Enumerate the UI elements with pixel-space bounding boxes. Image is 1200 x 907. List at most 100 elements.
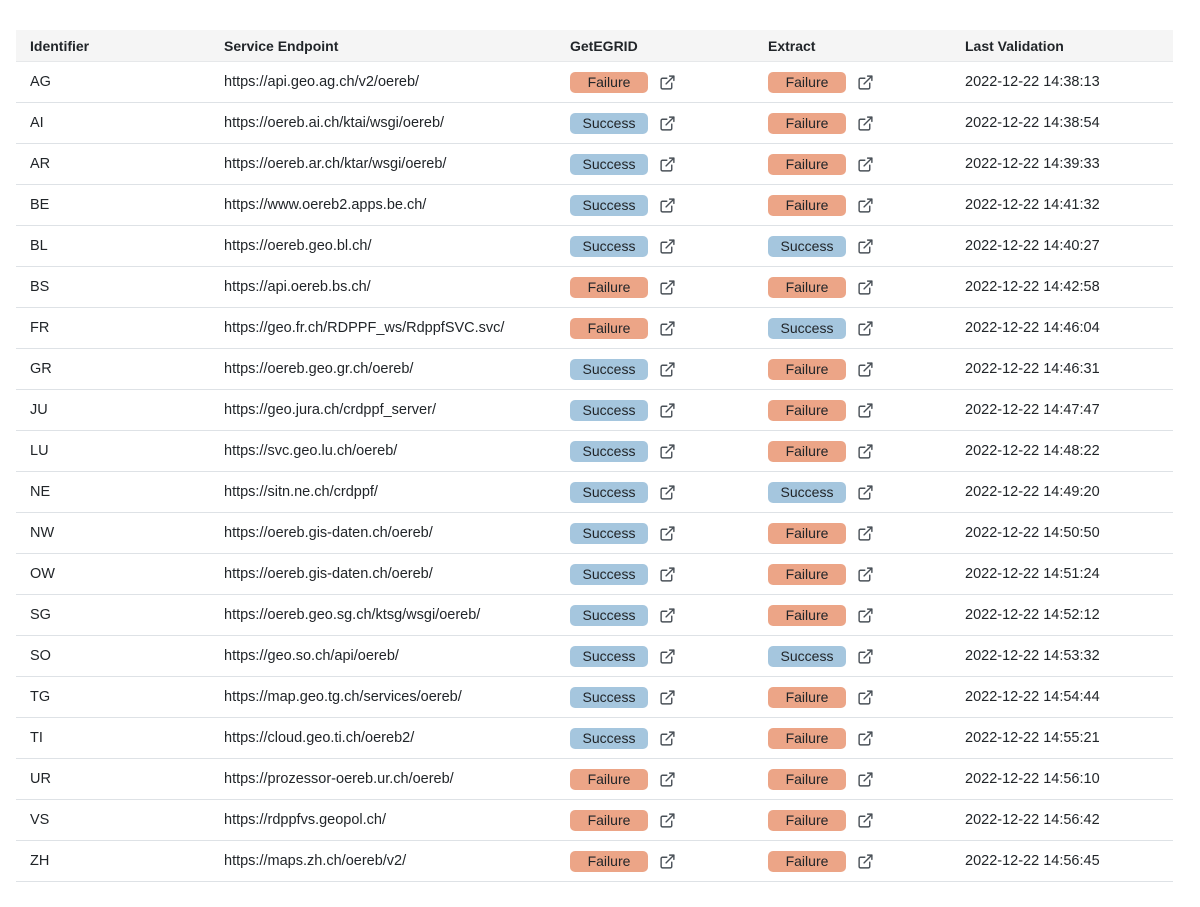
external-link-icon xyxy=(858,115,873,131)
last-validation-cell: 2022-12-22 14:53:32 xyxy=(951,635,1173,677)
getegrid-external-link[interactable] xyxy=(659,320,676,337)
getegrid-status-badge: Failure xyxy=(570,276,648,298)
table-row: BE https://www.oereb2.apps.be.ch/ Succes… xyxy=(16,184,1173,226)
extract-external-link[interactable] xyxy=(857,320,874,337)
getegrid-cell: Success xyxy=(556,635,754,677)
column-header-getegrid: GetEGRID xyxy=(556,30,754,62)
extract-status-badge: Failure xyxy=(768,809,846,831)
extract-cell: Failure xyxy=(754,676,951,718)
table-row: JU https://geo.jura.ch/crdppf_server/ Su… xyxy=(16,389,1173,431)
extract-external-link[interactable] xyxy=(857,607,874,624)
extract-external-link[interactable] xyxy=(857,402,874,419)
identifier-cell: TI xyxy=(16,717,210,759)
table-header: Identifier Service Endpoint GetEGRID Ext… xyxy=(16,30,1173,62)
service-endpoint-cell: https://oereb.ar.ch/ktar/wsgi/oereb/ xyxy=(210,143,556,185)
extract-cell: Failure xyxy=(754,512,951,554)
getegrid-external-link[interactable] xyxy=(659,525,676,542)
identifier-cell: NW xyxy=(16,512,210,554)
extract-status-badge: Failure xyxy=(768,440,846,462)
extract-status-badge: Success xyxy=(768,317,846,339)
external-link-icon xyxy=(660,197,675,213)
getegrid-cell: Success xyxy=(556,102,754,144)
getegrid-external-link[interactable] xyxy=(659,730,676,747)
getegrid-cell: Success xyxy=(556,430,754,472)
identifier-cell: GR xyxy=(16,348,210,390)
getegrid-external-link[interactable] xyxy=(659,402,676,419)
extract-cell: Failure xyxy=(754,594,951,636)
getegrid-status-badge: Success xyxy=(570,112,648,134)
service-endpoint-cell: https://oereb.ai.ch/ktai/wsgi/oereb/ xyxy=(210,102,556,144)
table-row: TI https://cloud.geo.ti.ch/oereb2/ Succe… xyxy=(16,717,1173,759)
getegrid-external-link[interactable] xyxy=(659,771,676,788)
extract-status-badge: Success xyxy=(768,481,846,503)
table-row: SO https://geo.so.ch/api/oereb/ Success … xyxy=(16,635,1173,677)
extract-external-link[interactable] xyxy=(857,74,874,91)
table-row: AG https://api.geo.ag.ch/v2/oereb/ Failu… xyxy=(16,61,1173,103)
extract-external-link[interactable] xyxy=(857,812,874,829)
getegrid-external-link[interactable] xyxy=(659,443,676,460)
extract-external-link[interactable] xyxy=(857,115,874,132)
table-row: SG https://oereb.geo.sg.ch/ktsg/wsgi/oer… xyxy=(16,594,1173,636)
getegrid-status-badge: Success xyxy=(570,358,648,380)
service-endpoint-cell: https://geo.jura.ch/crdppf_server/ xyxy=(210,389,556,431)
extract-external-link[interactable] xyxy=(857,156,874,173)
extract-external-link[interactable] xyxy=(857,197,874,214)
external-link-icon xyxy=(858,689,873,705)
getegrid-status-badge: Success xyxy=(570,686,648,708)
extract-external-link[interactable] xyxy=(857,566,874,583)
getegrid-external-link[interactable] xyxy=(659,689,676,706)
extract-external-link[interactable] xyxy=(857,730,874,747)
extract-external-link[interactable] xyxy=(857,648,874,665)
getegrid-external-link[interactable] xyxy=(659,74,676,91)
extract-external-link[interactable] xyxy=(857,279,874,296)
extract-external-link[interactable] xyxy=(857,689,874,706)
getegrid-external-link[interactable] xyxy=(659,361,676,378)
extract-external-link[interactable] xyxy=(857,238,874,255)
extract-external-link[interactable] xyxy=(857,771,874,788)
extract-external-link[interactable] xyxy=(857,361,874,378)
identifier-cell: OW xyxy=(16,553,210,595)
getegrid-external-link[interactable] xyxy=(659,566,676,583)
extract-cell: Success xyxy=(754,225,951,267)
identifier-cell: SO xyxy=(16,635,210,677)
getegrid-external-link[interactable] xyxy=(659,607,676,624)
extract-cell: Failure xyxy=(754,758,951,800)
getegrid-status-badge: Success xyxy=(570,399,648,421)
external-link-icon xyxy=(660,730,675,746)
getegrid-external-link[interactable] xyxy=(659,279,676,296)
last-validation-cell: 2022-12-22 14:56:42 xyxy=(951,799,1173,841)
extract-external-link[interactable] xyxy=(857,484,874,501)
getegrid-external-link[interactable] xyxy=(659,484,676,501)
extract-cell: Success xyxy=(754,635,951,677)
getegrid-external-link[interactable] xyxy=(659,115,676,132)
extract-cell: Failure xyxy=(754,266,951,308)
getegrid-status-badge: Success xyxy=(570,153,648,175)
service-endpoint-cell: https://api.geo.ag.ch/v2/oereb/ xyxy=(210,61,556,103)
service-status-table-wrap: Identifier Service Endpoint GetEGRID Ext… xyxy=(16,30,1173,882)
extract-status-badge: Failure xyxy=(768,850,846,872)
extract-cell: Failure xyxy=(754,717,951,759)
extract-external-link[interactable] xyxy=(857,443,874,460)
getegrid-external-link[interactable] xyxy=(659,853,676,870)
extract-cell: Success xyxy=(754,471,951,513)
external-link-icon xyxy=(660,279,675,295)
getegrid-external-link[interactable] xyxy=(659,238,676,255)
getegrid-external-link[interactable] xyxy=(659,156,676,173)
extract-status-badge: Failure xyxy=(768,768,846,790)
table-row: AR https://oereb.ar.ch/ktar/wsgi/oereb/ … xyxy=(16,143,1173,185)
getegrid-cell: Success xyxy=(556,553,754,595)
getegrid-cell: Success xyxy=(556,184,754,226)
getegrid-external-link[interactable] xyxy=(659,812,676,829)
last-validation-cell: 2022-12-22 14:42:58 xyxy=(951,266,1173,308)
getegrid-status-badge: Success xyxy=(570,194,648,216)
identifier-cell: AI xyxy=(16,102,210,144)
getegrid-external-link[interactable] xyxy=(659,648,676,665)
getegrid-external-link[interactable] xyxy=(659,197,676,214)
external-link-icon xyxy=(858,279,873,295)
last-validation-cell: 2022-12-22 14:51:24 xyxy=(951,553,1173,595)
external-link-icon xyxy=(858,74,873,90)
extract-external-link[interactable] xyxy=(857,525,874,542)
external-link-icon xyxy=(660,771,675,787)
extract-external-link[interactable] xyxy=(857,853,874,870)
identifier-cell: LU xyxy=(16,430,210,472)
